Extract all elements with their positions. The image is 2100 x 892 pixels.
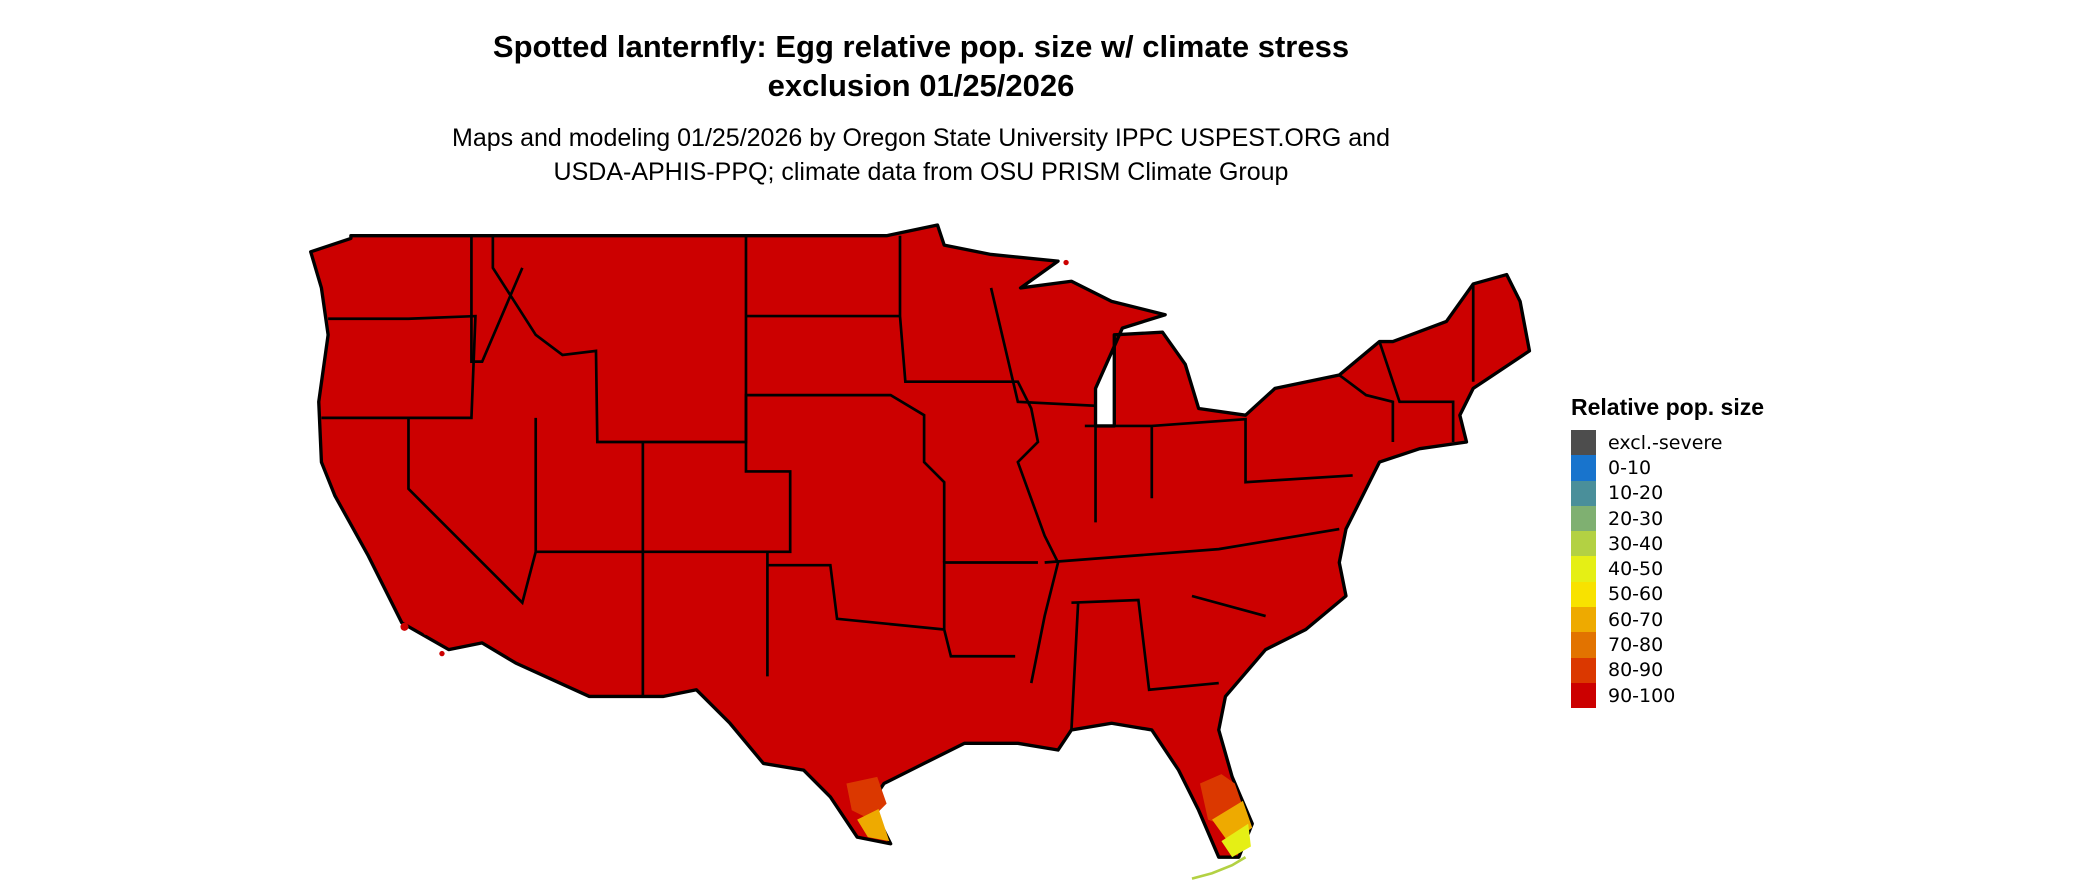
florida-40-50-zone — [1221, 823, 1251, 858]
legend-swatch — [1571, 505, 1596, 532]
legend-label: 60-70 — [1608, 608, 1664, 631]
legend-title: Relative pop. size — [1571, 394, 1765, 420]
legend-item: 70-80 — [1571, 632, 1764, 658]
legend-label: 50-60 — [1608, 583, 1664, 606]
coastal-islands — [345, 259, 1069, 657]
legend-label: excl.-severe — [1608, 431, 1723, 454]
legend-swatch — [1571, 581, 1596, 608]
legend-label: 20-30 — [1608, 507, 1664, 530]
map-title-line2: exclusion 01/25/2026 — [767, 68, 1075, 103]
legend-label: 0-10 — [1608, 456, 1652, 479]
map-title-line1: Spotted lanternfly: Egg relative pop. si… — [492, 29, 1350, 64]
legend-item: 60-70 — [1571, 607, 1764, 633]
legend-item: 10-20 — [1571, 480, 1764, 506]
legend-label: 90-100 — [1608, 684, 1676, 707]
legend-label: 40-50 — [1608, 558, 1664, 581]
legend-item: 80-90 — [1571, 657, 1764, 683]
legend-swatch — [1571, 455, 1596, 481]
legend-label: 70-80 — [1608, 634, 1664, 657]
legend-label: 80-90 — [1608, 659, 1664, 682]
legend-swatch — [1571, 682, 1596, 709]
legend-item: 90-100 — [1571, 682, 1764, 709]
legend-item: excl.-severe — [1571, 430, 1764, 456]
florida-keys-30-40 — [1191, 856, 1247, 880]
legend-item: 40-50 — [1571, 556, 1764, 582]
legend-swatch — [1571, 480, 1596, 506]
map-subtitle-line1: Maps and modeling 01/25/2026 by Oregon S… — [452, 124, 1390, 152]
legend-item: 50-60 — [1571, 581, 1764, 608]
state-borders — [321, 235, 1475, 731]
legend-label: 10-20 — [1608, 482, 1664, 505]
legend-swatch — [1571, 430, 1596, 456]
legend-swatch — [1571, 632, 1596, 658]
legend-item: 0-10 — [1571, 455, 1764, 481]
legend: Relative pop. size excl.-severe 0-10 10-20… — [1571, 392, 1765, 709]
legend-item: 20-30 — [1571, 505, 1764, 532]
legend-swatch — [1571, 657, 1596, 683]
legend-swatch — [1571, 607, 1596, 633]
legend-item: 30-40 — [1571, 531, 1764, 557]
legend-swatch — [1571, 556, 1596, 582]
legend-label: 30-40 — [1608, 532, 1664, 555]
texas-80-90-zone — [846, 776, 887, 820]
us-outline — [309, 223, 1532, 859]
conus-fill — [309, 223, 1532, 880]
legend-swatch — [1571, 531, 1596, 557]
map-subtitle-line2: USDA-APHIS-PPQ; climate data from OSU PR… — [553, 158, 1289, 186]
